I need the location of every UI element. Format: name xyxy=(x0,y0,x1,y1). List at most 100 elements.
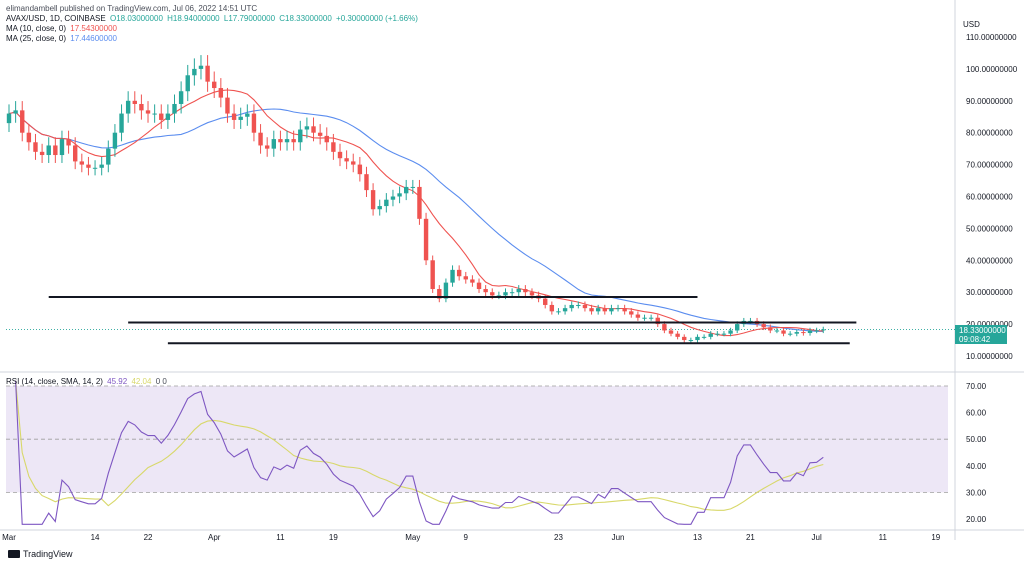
last-price-tag: 18.33000000 09:08:42 xyxy=(955,325,1007,344)
candle-body xyxy=(768,327,773,331)
candle-body xyxy=(794,332,799,334)
candle-body xyxy=(668,330,674,334)
ma10-legend[interactable]: MA (10, close, 0) 17.54300000 xyxy=(6,24,119,34)
candle-body xyxy=(291,139,296,143)
candle-body xyxy=(185,75,190,92)
candle-body xyxy=(278,139,283,143)
candle-body xyxy=(728,330,733,334)
ma25-value: 17.44600000 xyxy=(70,34,117,43)
brand-name: TradingView xyxy=(23,549,73,559)
candle-body xyxy=(509,292,515,294)
tradingview-logo-icon xyxy=(8,550,20,558)
time-tick-label: 21 xyxy=(746,533,755,542)
candle-body xyxy=(648,317,654,319)
candle-body xyxy=(410,186,416,188)
candle-body xyxy=(152,113,157,115)
candle-body xyxy=(145,110,151,114)
candle-body xyxy=(735,324,740,331)
candle-body xyxy=(264,145,270,149)
price-tick-label: 40.00000000 xyxy=(966,256,1013,265)
candle-body xyxy=(688,340,694,342)
support-levels xyxy=(48,295,857,345)
candle-body xyxy=(331,142,336,152)
time-tick-label: 14 xyxy=(91,533,100,542)
candle-body xyxy=(212,81,217,89)
open-value: O18.03000000 xyxy=(109,14,163,23)
candle-body xyxy=(351,161,356,165)
candle-body xyxy=(317,132,323,136)
candle-body xyxy=(576,304,581,306)
rsi-line xyxy=(15,380,824,525)
price-tick-label: 70.00000000 xyxy=(966,161,1013,170)
candle-body xyxy=(595,308,601,312)
rsi-tick-label: 30.00 xyxy=(966,488,987,497)
candle-body xyxy=(13,110,18,114)
ma10-value: 17.54300000 xyxy=(70,24,117,33)
candle-body xyxy=(324,135,329,143)
candle-body xyxy=(311,126,316,133)
candle-body xyxy=(682,336,687,341)
time-tick-label: 11 xyxy=(276,533,285,542)
time-tick-label: Apr xyxy=(208,533,221,542)
candle-body xyxy=(456,269,462,277)
candle-body xyxy=(615,308,621,310)
candle-body xyxy=(20,110,25,133)
rsi-tick-label: 50.00 xyxy=(966,435,987,444)
ma10-label: MA (10, close, 0) xyxy=(6,24,67,33)
candle-body xyxy=(397,193,402,197)
candle-body xyxy=(787,333,793,335)
candle-body xyxy=(582,304,588,309)
candle-body xyxy=(430,260,435,290)
ma10-line xyxy=(8,89,824,337)
candle-body xyxy=(642,317,647,319)
time-tick-label: May xyxy=(405,533,420,542)
candle-body xyxy=(159,113,164,120)
candle-layer xyxy=(6,55,826,343)
time-tick-label: Jul xyxy=(812,533,822,542)
candle-body xyxy=(437,289,442,299)
time-tick-label: 11 xyxy=(879,533,888,542)
price-tick-label: 10.00000000 xyxy=(966,352,1013,361)
candle-body xyxy=(198,65,204,69)
rsi-legend[interactable]: RSI (14, close, SMA, 14, 2) 45.92 42.04 … xyxy=(6,377,169,387)
candle-body xyxy=(165,113,171,120)
candle-body xyxy=(106,148,111,165)
candle-body xyxy=(377,206,382,210)
candle-body xyxy=(238,116,243,120)
candle-body xyxy=(66,139,71,146)
ma25-legend[interactable]: MA (25, close, 0) 17.44600000 xyxy=(6,34,119,44)
candle-body xyxy=(258,132,263,146)
candle-body xyxy=(364,174,369,191)
candle-body xyxy=(344,158,349,162)
tradingview-brand[interactable]: TradingView xyxy=(8,549,73,559)
candle-body xyxy=(556,311,561,313)
rsi-sma-value: 42.04 xyxy=(131,377,152,386)
axis-layer: 110.00000000 100.00000000 90.00000000 80.00… xyxy=(2,33,1018,542)
candle-body xyxy=(205,65,210,82)
candle-body xyxy=(622,308,627,312)
candle-body xyxy=(192,68,197,76)
candle-body xyxy=(701,336,707,338)
price-tick-label: 30.00000000 xyxy=(966,288,1013,297)
bar-countdown: 09:08:42 xyxy=(959,335,991,344)
candle-body xyxy=(476,282,482,290)
rsi-tick-label: 60.00 xyxy=(966,409,987,418)
rsi-tick-label: 40.00 xyxy=(966,462,987,471)
candle-body xyxy=(298,129,303,143)
rsi-zero: 0 0 xyxy=(155,377,167,386)
candle-body xyxy=(443,282,449,299)
candle-body xyxy=(503,292,508,296)
time-tick-label: 22 xyxy=(144,533,153,542)
candle-body xyxy=(629,311,634,315)
candle-body xyxy=(231,113,237,120)
candle-body xyxy=(225,97,230,114)
high-value: H18.94000000 xyxy=(167,14,220,23)
price-grid xyxy=(0,0,1024,540)
rsi-label: RSI (14, close, SMA, 14, 2) xyxy=(6,377,103,386)
candle-body xyxy=(112,132,118,149)
time-tick-label: Mar xyxy=(2,533,16,542)
rsi-value: 45.92 xyxy=(107,377,128,386)
price-tick-label: 60.00000000 xyxy=(966,193,1013,202)
candle-body xyxy=(708,333,713,337)
